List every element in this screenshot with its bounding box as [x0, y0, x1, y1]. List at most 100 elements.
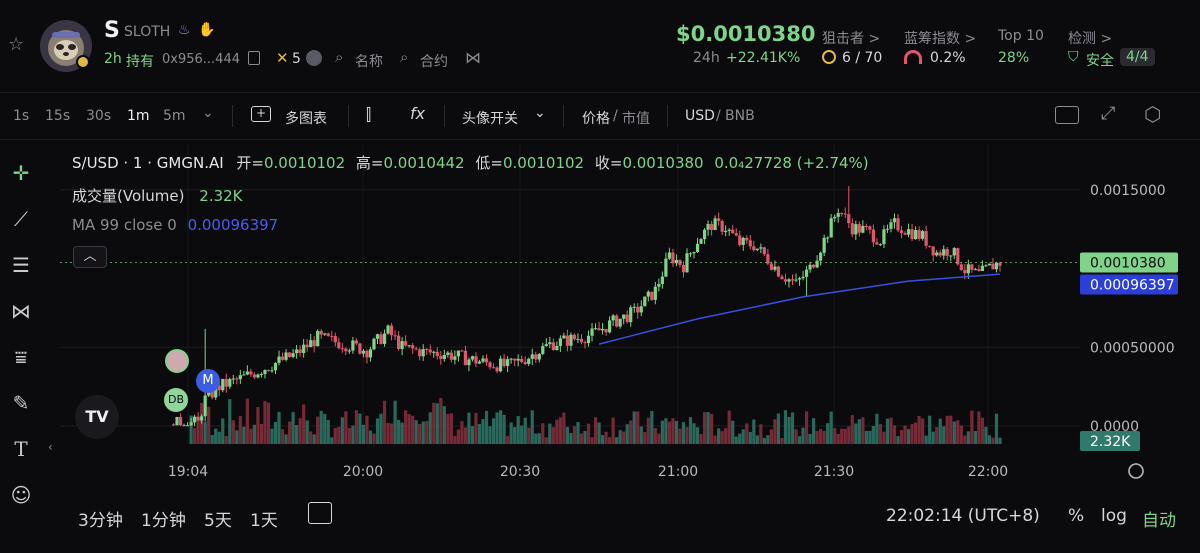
token-address[interactable]: 0x956...444: [162, 52, 240, 67]
volume-bar: [826, 423, 830, 444]
volume-bar: [984, 426, 988, 444]
candle-body: [393, 335, 397, 337]
horizontal-lines-icon[interactable]: ☰: [12, 253, 30, 277]
range-3m[interactable]: 3分钟: [78, 511, 123, 531]
favorite-star-icon[interactable]: ☆: [8, 34, 25, 55]
range-1d[interactable]: 1天: [250, 511, 278, 531]
candle-body: [942, 249, 946, 256]
volume-bar: [189, 415, 193, 444]
sloth-avatar-icon: [48, 30, 84, 66]
volume-bar: [569, 433, 573, 444]
volume-bar: [840, 428, 844, 444]
avatar-toggle-button[interactable]: 头像开关: [462, 111, 518, 127]
candle-body: [456, 350, 460, 357]
interval-30s[interactable]: 30s: [86, 108, 112, 124]
share-icon[interactable]: ⋈: [465, 48, 481, 67]
search-name-button[interactable]: 名称: [355, 54, 383, 70]
expand-icon[interactable]: ⤢: [1101, 103, 1116, 124]
sloth-marker-avatar[interactable]: [165, 349, 189, 373]
range-1m[interactable]: 1分钟: [141, 511, 186, 531]
candle-body: [706, 223, 710, 230]
axis-settings-icon[interactable]: [1128, 463, 1144, 479]
interval-1s[interactable]: 1s: [13, 108, 30, 124]
log-toggle[interactable]: log: [1101, 506, 1127, 526]
trendline-icon[interactable]: ⟋: [14, 207, 28, 231]
multi-chart-button[interactable]: 多图表: [285, 111, 327, 127]
volume-bar: [397, 419, 401, 444]
bluechip-label[interactable]: 蓝筹指数 >: [904, 31, 977, 47]
legend-collapse-button[interactable]: ︿: [73, 246, 107, 268]
crosshair-icon[interactable]: ✛: [12, 161, 30, 185]
candle-body: [812, 264, 816, 268]
brush-icon[interactable]: ✎: [12, 391, 30, 415]
volume-bar: [217, 431, 221, 444]
candle-body: [284, 352, 288, 360]
m-marker[interactable]: M: [196, 369, 220, 393]
candle-body: [632, 306, 636, 308]
indicator-fx-icon[interactable]: fx: [410, 104, 426, 123]
pattern-icon[interactable]: ⋈: [11, 299, 31, 323]
settings-icon[interactable]: ⬡: [1144, 102, 1162, 126]
camera-icon[interactable]: [1055, 106, 1079, 124]
pair-label: S/USD · 1 · GMGN.AI: [72, 154, 224, 172]
candle-body: [984, 265, 988, 267]
token-avatar[interactable]: [40, 20, 92, 72]
fib-icon[interactable]: ⩸: [14, 345, 28, 369]
copy-icon[interactable]: [248, 51, 260, 65]
candle-body: [558, 338, 562, 346]
candle-style-icon[interactable]: ⫿: [366, 105, 372, 124]
volume-bar: [657, 433, 661, 444]
sniper-label[interactable]: 狙击者 >: [822, 31, 881, 47]
price-toggle[interactable]: 价格: [582, 111, 610, 127]
candle-body: [337, 342, 341, 349]
candle-body: [899, 230, 904, 234]
tradingview-logo[interactable]: TV: [75, 395, 119, 439]
candle-body: [477, 361, 482, 364]
chart-link-icon[interactable]: [306, 50, 322, 66]
collapse-toolbar-icon[interactable]: ‹: [48, 440, 53, 454]
bnb-toggle[interactable]: BNB: [725, 108, 755, 124]
check-label[interactable]: 检测 >: [1068, 31, 1113, 47]
auto-toggle[interactable]: 自动: [1142, 511, 1176, 531]
multi-chart-icon[interactable]: +: [251, 106, 271, 122]
interval-1m[interactable]: 1m: [127, 108, 150, 124]
candle-body: [681, 264, 686, 273]
candle-body: [608, 320, 612, 333]
volume-bar: [273, 421, 278, 444]
search-name-icon[interactable]: ⌕: [335, 48, 344, 66]
volume-bar: [295, 425, 299, 444]
usd-toggle[interactable]: USD: [685, 108, 715, 124]
price-chart[interactable]: 0.00150000.000500000.00000.00103800.0009…: [60, 144, 1200, 494]
interval-dropdown-icon[interactable]: ⌄: [202, 105, 214, 121]
candle-body: [843, 213, 847, 215]
range-5d[interactable]: 5天: [204, 511, 232, 531]
clock-readout[interactable]: 22:02:14 (UTC+8): [886, 506, 1040, 526]
volume-bar: [759, 424, 763, 444]
candle-body: [171, 424, 176, 426]
candle-body: [710, 223, 714, 231]
calendar-goto-icon[interactable]: [308, 502, 332, 524]
volume-bar: [365, 415, 369, 444]
avatar-toggle-dropdown-icon[interactable]: ⌄: [534, 105, 546, 121]
db-marker[interactable]: DB: [164, 388, 188, 412]
candle-body: [354, 340, 358, 344]
percent-toggle[interactable]: %: [1068, 506, 1085, 526]
volume-bar: [629, 420, 633, 444]
x-social-icon[interactable]: ✕: [276, 49, 289, 67]
text-icon[interactable]: T: [14, 437, 28, 461]
candle-body: [302, 344, 306, 353]
candle-body: [411, 345, 415, 349]
low-label: 低=: [475, 154, 503, 172]
search-contract-icon[interactable]: ⌕: [400, 48, 409, 66]
volume-bar: [372, 433, 376, 444]
interval-15s[interactable]: 15s: [45, 108, 71, 124]
candle-body: [231, 378, 235, 380]
open-value: 0.0010102: [264, 154, 346, 172]
search-contract-button[interactable]: 合约: [420, 54, 448, 70]
candle-body: [586, 335, 591, 344]
volume-bar: [442, 406, 446, 444]
emoji-icon[interactable]: ☺: [10, 483, 32, 507]
interval-5m[interactable]: 5m: [163, 108, 186, 124]
mcap-toggle[interactable]: 市值: [622, 111, 650, 127]
shield-check-icon: ⛉: [1068, 49, 1079, 65]
